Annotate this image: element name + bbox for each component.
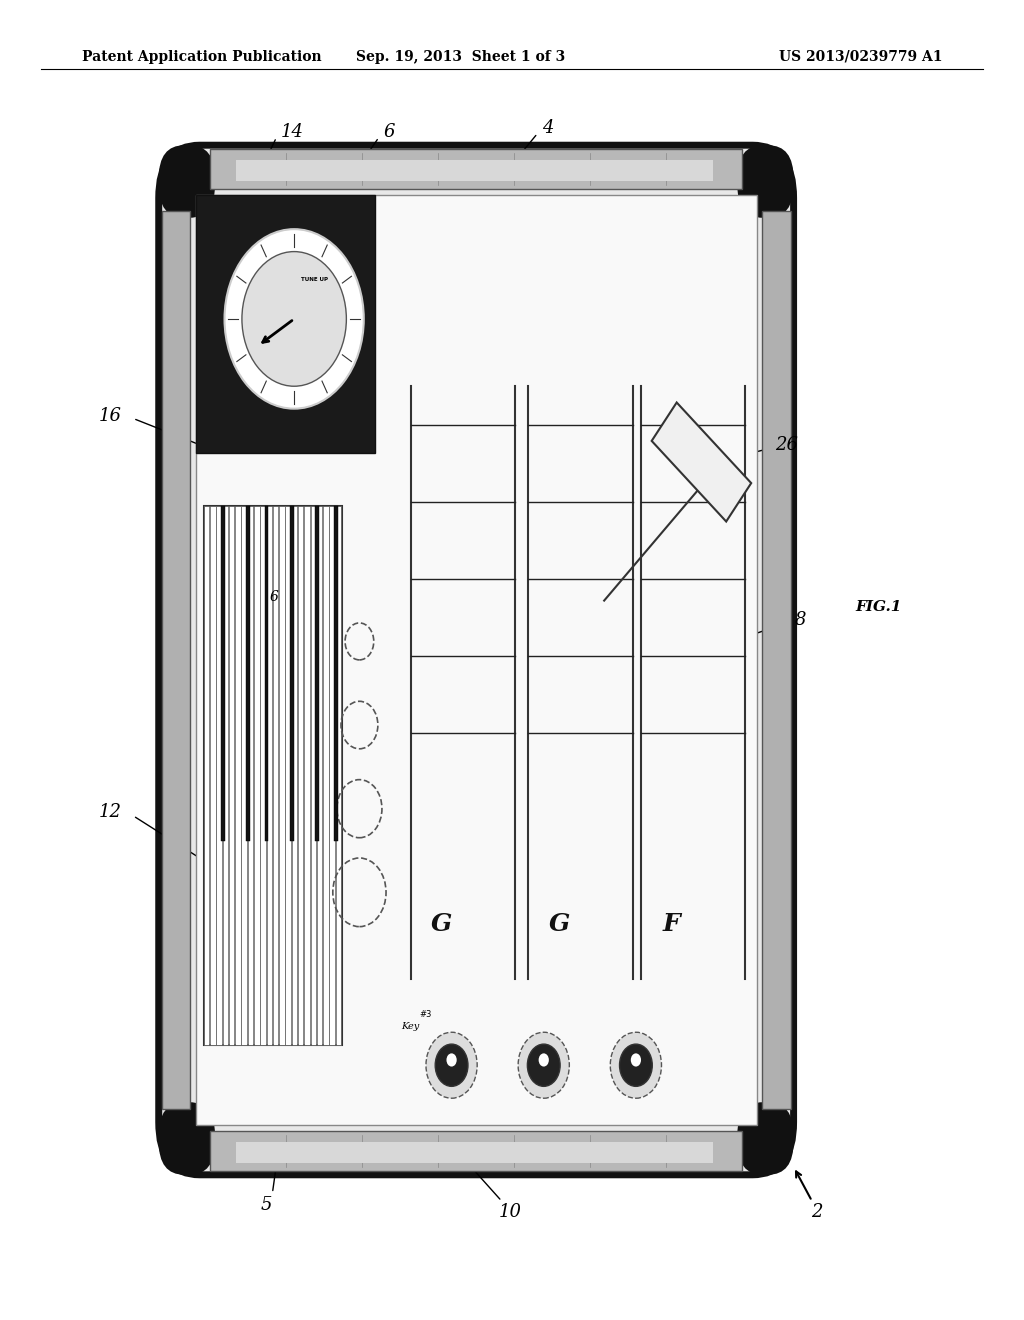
- Text: TUNE UP: TUNE UP: [301, 277, 328, 281]
- Text: G: G: [431, 912, 453, 936]
- Bar: [204, 507, 209, 1045]
- Bar: [221, 507, 224, 841]
- Bar: [330, 507, 335, 1045]
- Text: 4: 4: [542, 119, 554, 137]
- Circle shape: [242, 252, 346, 387]
- Circle shape: [539, 1053, 549, 1067]
- Bar: [204, 507, 342, 1045]
- FancyBboxPatch shape: [159, 145, 794, 1175]
- Bar: [292, 507, 297, 1045]
- Bar: [762, 211, 791, 1109]
- Bar: [246, 507, 250, 841]
- Circle shape: [631, 1053, 641, 1067]
- Text: 6: 6: [270, 590, 279, 603]
- FancyBboxPatch shape: [159, 1102, 215, 1175]
- Text: 14: 14: [281, 123, 303, 141]
- Text: G: G: [549, 912, 570, 936]
- FancyBboxPatch shape: [737, 145, 794, 218]
- Bar: [254, 507, 259, 1045]
- Bar: [229, 507, 234, 1045]
- Text: 8: 8: [795, 611, 807, 630]
- Text: F: F: [664, 912, 681, 936]
- Circle shape: [426, 1032, 477, 1098]
- Bar: [316, 507, 323, 1045]
- Text: Key: Key: [401, 1022, 420, 1031]
- Circle shape: [620, 1044, 652, 1086]
- Circle shape: [224, 230, 364, 409]
- Text: 16: 16: [99, 407, 122, 425]
- Text: #3: #3: [420, 1010, 432, 1019]
- Bar: [162, 211, 190, 1109]
- Bar: [324, 507, 329, 1045]
- Text: Patent Application Publication: Patent Application Publication: [82, 50, 322, 63]
- Bar: [315, 507, 318, 841]
- Bar: [196, 195, 757, 1125]
- Bar: [260, 507, 266, 1045]
- Bar: [236, 160, 713, 181]
- Bar: [196, 195, 375, 453]
- Bar: [222, 507, 228, 1045]
- Bar: [242, 507, 247, 1045]
- Text: 5: 5: [260, 1196, 272, 1214]
- Bar: [248, 507, 253, 1045]
- Bar: [290, 507, 294, 841]
- Circle shape: [527, 1044, 560, 1086]
- Bar: [210, 1131, 742, 1171]
- Bar: [334, 507, 338, 841]
- Text: 12: 12: [99, 803, 122, 821]
- Text: 2: 2: [811, 1203, 823, 1221]
- Circle shape: [518, 1032, 569, 1098]
- Bar: [298, 507, 303, 1045]
- Bar: [310, 507, 316, 1045]
- Text: 6: 6: [383, 123, 395, 141]
- Circle shape: [610, 1032, 662, 1098]
- Bar: [304, 507, 310, 1045]
- Text: FIG.1: FIG.1: [855, 601, 902, 614]
- Bar: [286, 507, 291, 1045]
- Bar: [265, 507, 268, 841]
- Text: 26: 26: [775, 436, 798, 454]
- Bar: [280, 507, 285, 1045]
- Bar: [236, 1142, 713, 1163]
- Text: 10: 10: [499, 1203, 521, 1221]
- Bar: [336, 507, 341, 1045]
- FancyBboxPatch shape: [737, 1102, 794, 1175]
- Bar: [272, 507, 279, 1045]
- Bar: [210, 149, 742, 189]
- Circle shape: [446, 1053, 457, 1067]
- Text: US 2013/0239779 A1: US 2013/0239779 A1: [778, 50, 942, 63]
- FancyBboxPatch shape: [159, 145, 215, 218]
- Bar: [210, 507, 215, 1045]
- Bar: [651, 403, 752, 521]
- Bar: [266, 507, 272, 1045]
- Bar: [236, 507, 241, 1045]
- Text: Sep. 19, 2013  Sheet 1 of 3: Sep. 19, 2013 Sheet 1 of 3: [356, 50, 565, 63]
- Circle shape: [435, 1044, 468, 1086]
- Bar: [216, 507, 222, 1045]
